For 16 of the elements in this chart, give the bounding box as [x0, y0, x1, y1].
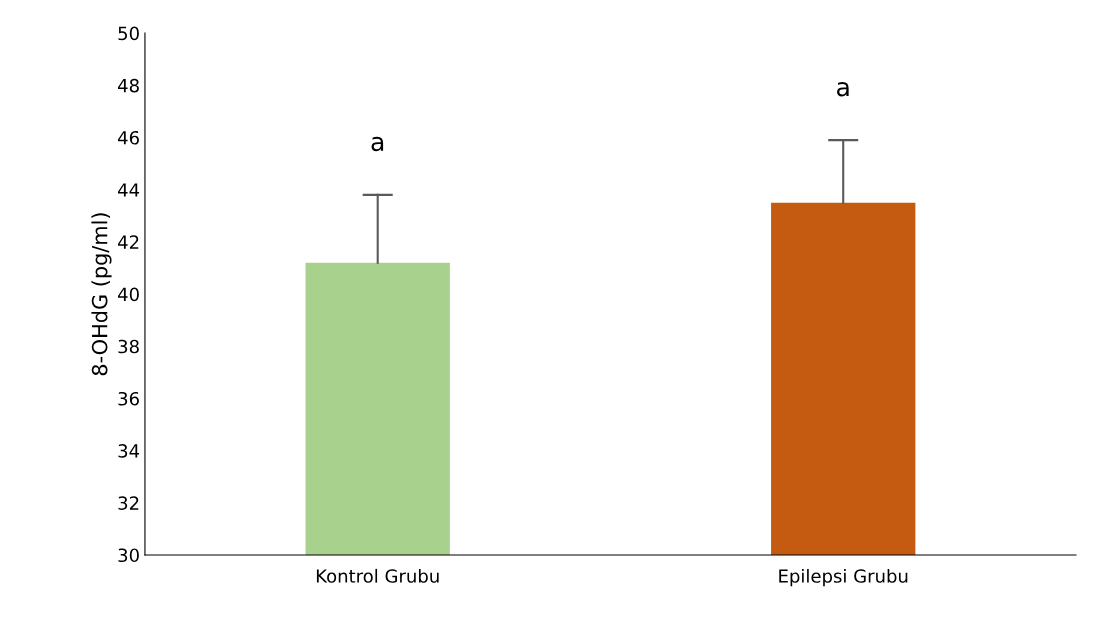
y-tick-label: 40: [118, 287, 139, 302]
y-tick-label: 36: [118, 391, 139, 406]
y-tick-label: 30: [118, 548, 139, 563]
annotation: a: [371, 136, 384, 152]
y-tick-label: 48: [118, 78, 139, 93]
annotation: a: [837, 82, 849, 97]
x-tick-label: Epilepsi Grubu: [779, 568, 908, 587]
y-tick-label: 38: [118, 339, 139, 354]
x-tick-label: Kontrol Grubu: [316, 568, 439, 583]
y-tick-label: 50: [118, 26, 139, 41]
y-tick-label: 44: [118, 183, 140, 197]
y-tick-label: 46: [118, 130, 139, 145]
y-tick-label: 32: [118, 496, 139, 510]
y-tick-label: 34: [118, 444, 140, 458]
y-axis-title: 8-OHdG (pg/ml): [91, 213, 112, 376]
y-tick-label: 42: [118, 235, 139, 249]
